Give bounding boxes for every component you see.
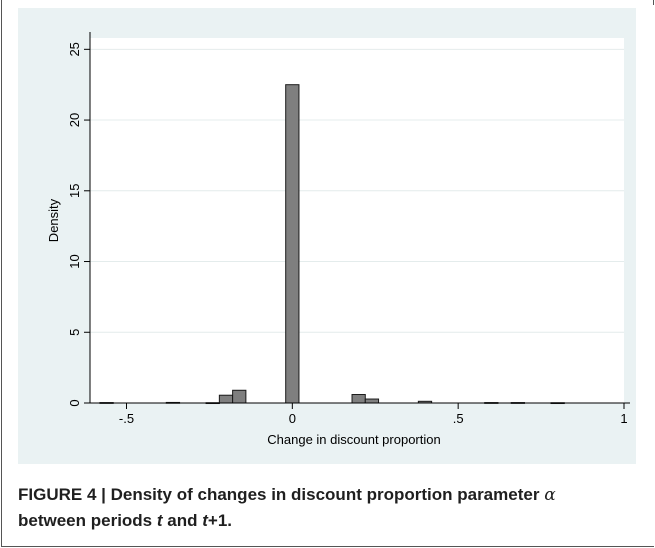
caption-label: FIGURE 4 | Density of changes in discoun…: [18, 485, 540, 504]
y-tick-label: 15: [67, 184, 82, 198]
x-tick-label: 1: [620, 411, 627, 426]
x-tick-label: -.5: [119, 411, 134, 426]
caption-and: and: [162, 511, 203, 530]
histogram-chart: 0 5 10 15 20 25 -.5 0 .5 1 Change in discount prop…: [46, 32, 630, 447]
caption-period: .: [227, 511, 233, 530]
caption-symbol: α: [544, 485, 556, 505]
x-axis-title: Change in discount proportion: [267, 432, 440, 447]
caption-var-t1: t: [202, 511, 208, 530]
histogram-bar: [351, 394, 366, 404]
y-tick-label: 20: [67, 113, 82, 127]
caption-plus-one: +1: [207, 511, 228, 530]
y-tick-label: 5: [67, 329, 82, 336]
y-tick-label: 25: [67, 42, 82, 56]
x-tick-label: .5: [453, 411, 464, 426]
caption-line2-pre: between periods: [18, 511, 157, 530]
y-axis-title: Density: [46, 198, 61, 242]
y-tick-label: 0: [67, 399, 82, 406]
histogram-bar: [218, 394, 234, 404]
figure-frame-right: [653, 0, 654, 5]
figure-frame-left: [1, 0, 2, 546]
plot-panel: 0 5 10 15 20 25 -.5 0 .5 1 Change in discount prop…: [18, 8, 636, 464]
figure-frame-bottom: [1, 546, 654, 547]
figure-caption: FIGURE 4 | Density of changes in discoun…: [18, 482, 638, 533]
plot-area: [90, 38, 624, 403]
histogram-bar: [232, 389, 247, 404]
histogram-bar: [285, 84, 300, 404]
histogram-bar: [364, 398, 380, 404]
x-tick-label: 0: [289, 411, 296, 426]
y-tick-label: 10: [67, 254, 82, 268]
caption-var-t: t: [156, 511, 163, 530]
